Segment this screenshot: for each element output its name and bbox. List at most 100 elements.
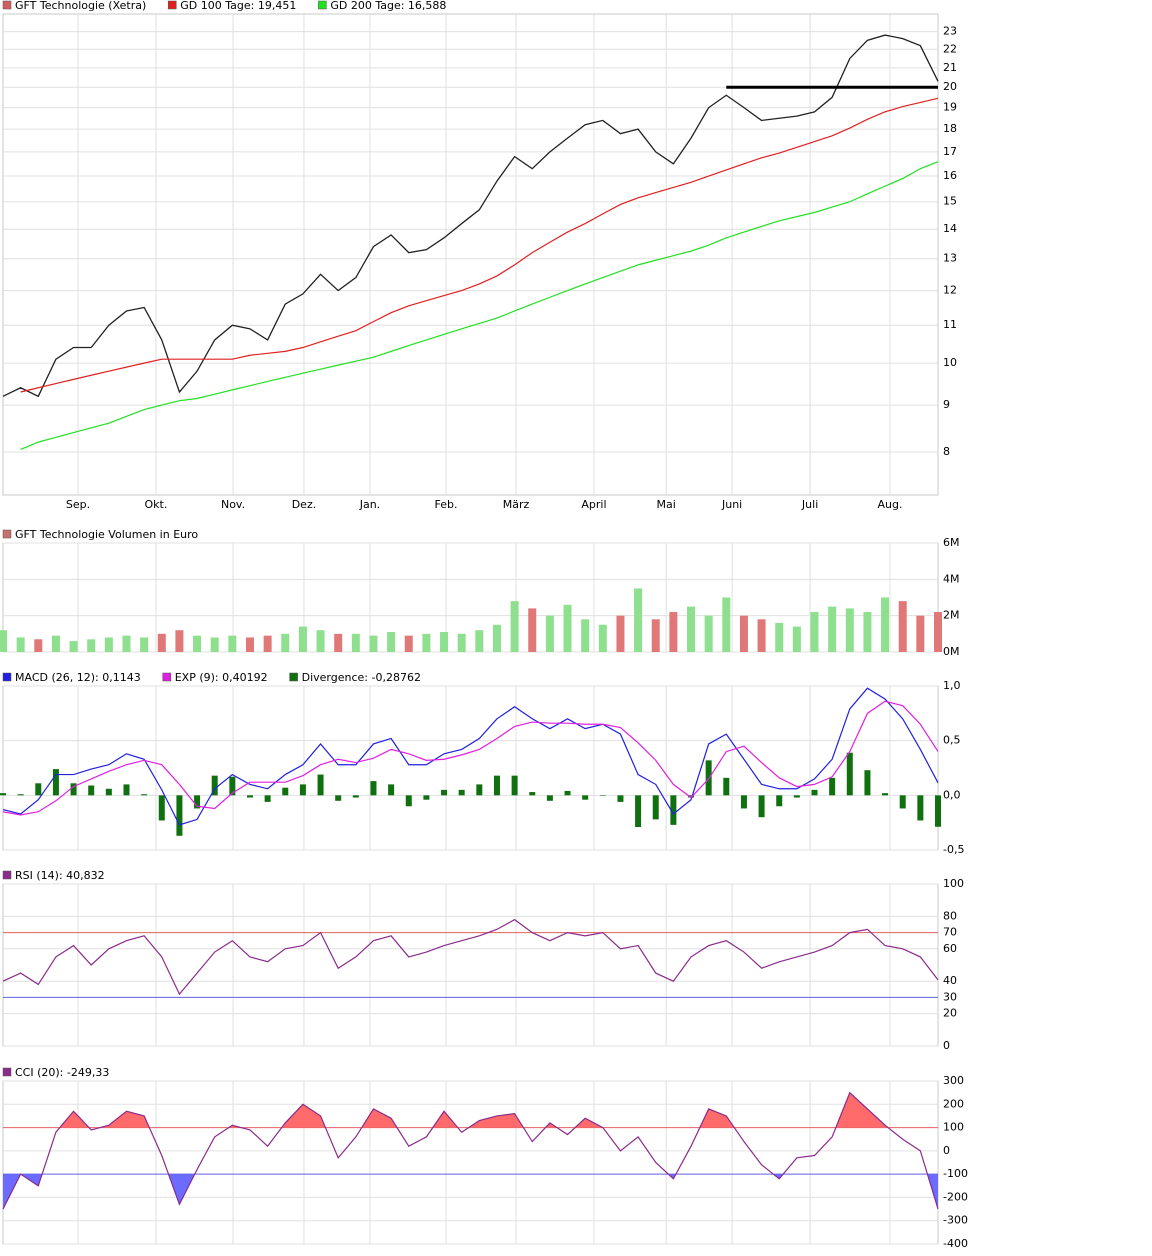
divergence-bar <box>917 795 924 821</box>
divergence-bar <box>882 793 889 796</box>
divergence-bar <box>388 784 395 796</box>
volume-bar <box>263 635 272 652</box>
volume-bar <box>828 606 837 652</box>
volume-bar <box>598 624 607 652</box>
panel-frame <box>2 1080 939 1245</box>
divergence-bar <box>688 795 695 798</box>
y-tick-label: 10 <box>943 356 957 369</box>
legend-swatch <box>2 672 12 682</box>
volume-bar <box>140 637 149 652</box>
volume-bar <box>898 601 907 652</box>
legend-label: MACD (26, 12): 0,1143 <box>15 671 141 684</box>
divergence-bar <box>511 775 518 796</box>
divergence-bar <box>529 792 536 796</box>
volume-bar <box>634 588 643 652</box>
volume-bar <box>775 622 784 652</box>
legend-swatch <box>162 672 171 682</box>
y-tick-label: 6M <box>943 536 960 549</box>
volume-bar <box>298 626 307 652</box>
y-tick-label: 100 <box>943 877 964 890</box>
legend-label: Divergence: -0,28762 <box>302 671 421 684</box>
divergence-bar <box>582 795 589 800</box>
panel-frame <box>2 685 939 851</box>
divergence-bar <box>264 795 271 802</box>
y-tick-label: 300 <box>943 1074 964 1087</box>
y-tick-label: 20 <box>943 80 957 93</box>
divergence-bar <box>811 789 818 796</box>
volume-bar <box>245 637 254 652</box>
legend-swatch <box>2 1067 12 1077</box>
y-tick-label: 0,5 <box>943 734 961 747</box>
divergence-bar <box>211 775 218 796</box>
legend-swatch <box>168 0 177 10</box>
divergence-bar <box>776 795 783 807</box>
series-line <box>20 97 939 393</box>
volume-bar <box>704 615 713 652</box>
y-tick-label: 22 <box>943 42 957 55</box>
volume-bar <box>757 619 766 652</box>
volume-bar <box>228 635 237 652</box>
divergence-bar <box>246 795 253 798</box>
volume-bar <box>475 630 484 652</box>
y-tick-label: 15 <box>943 195 957 208</box>
divergence-bar <box>282 787 289 796</box>
divergence-bar <box>740 795 747 809</box>
divergence-bar <box>864 770 871 796</box>
divergence-bar <box>52 769 59 796</box>
volume-bar <box>528 608 537 652</box>
legend-label: EXP (9): 0,40192 <box>175 671 268 684</box>
volume-bar <box>387 632 396 652</box>
volume-bar <box>545 615 554 652</box>
reference-label: 70 <box>943 926 957 939</box>
reference-label: -100 <box>943 1167 968 1180</box>
y-tick-label: 0 <box>943 1039 950 1052</box>
volume-bar <box>334 633 343 652</box>
y-tick-label: 14 <box>943 222 957 235</box>
x-tick-label: Nov. <box>221 498 245 511</box>
divergence-bar <box>423 795 430 800</box>
volume-bar <box>739 615 748 652</box>
x-tick-label: Feb. <box>434 498 457 511</box>
x-tick-label: Mai <box>656 498 675 511</box>
panel-frame <box>2 883 939 1047</box>
volume-bar <box>457 633 466 652</box>
y-tick-label: -200 <box>943 1190 968 1203</box>
divergence-bar <box>617 795 624 802</box>
divergence-bar <box>0 793 6 796</box>
x-tick-label: Juli <box>801 498 818 511</box>
divergence-bar <box>564 790 571 796</box>
volume-bar <box>157 633 166 652</box>
divergence-bar <box>846 752 853 796</box>
legend-swatch <box>2 870 12 880</box>
divergence-bar <box>441 789 448 796</box>
volume-bar <box>810 612 819 652</box>
legend-swatch <box>2 529 12 539</box>
divergence-bar <box>599 795 606 796</box>
panel-frame <box>2 13 939 496</box>
divergence-bar <box>652 795 659 820</box>
divergence-bar <box>935 795 941 827</box>
volume-bar <box>404 635 413 652</box>
divergence-bar <box>829 777 836 796</box>
x-tick-label: April <box>581 498 606 511</box>
series-line <box>2 918 939 996</box>
volume-bar <box>845 608 854 652</box>
divergence-bar <box>546 795 553 801</box>
x-tick-label: Juni <box>721 498 742 511</box>
legend-label: GD 100 Tage: 19,451 <box>180 0 296 12</box>
y-tick-label: 13 <box>943 252 957 265</box>
volume-bar <box>492 624 501 652</box>
volume-bar <box>440 632 449 652</box>
divergence-bar <box>158 795 165 821</box>
volume-bar <box>422 633 431 652</box>
y-tick-label: 19 <box>943 101 957 114</box>
volume-bar <box>104 637 113 652</box>
volume-bar <box>316 630 325 652</box>
series-line <box>20 161 939 451</box>
divergence-bar <box>370 781 377 796</box>
y-tick-label: 18 <box>943 122 957 135</box>
y-tick-label: 20 <box>943 1007 957 1020</box>
divergence-bar <box>352 795 359 798</box>
